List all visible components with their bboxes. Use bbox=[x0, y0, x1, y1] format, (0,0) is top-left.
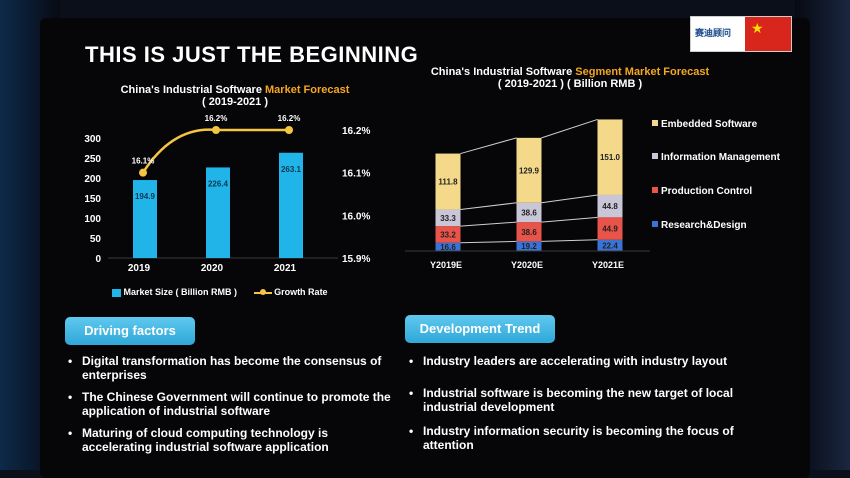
list-item: Industry leaders are accelerating with i… bbox=[405, 354, 785, 368]
slide-title: THIS IS JUST THE BEGINNING bbox=[85, 42, 419, 67]
list-item: Maturing of cloud computing technology i… bbox=[64, 426, 394, 454]
list-item: Digital transformation has become the co… bbox=[64, 354, 394, 382]
logo-text: 赛迪顾问 bbox=[695, 28, 732, 38]
flag-star-icon: ★ bbox=[751, 20, 764, 36]
right-chart-title: China's Industrial Software Segment Mark… bbox=[400, 66, 740, 90]
legend-bar-swatch bbox=[112, 288, 121, 297]
china-flag-icon: ★ bbox=[745, 17, 791, 51]
legend-line-label: Growth Rate bbox=[274, 287, 328, 297]
legend-line-swatch bbox=[253, 288, 272, 295]
development-trend-header: Development Trend bbox=[405, 315, 555, 343]
list-item: The Chinese Government will continue to … bbox=[64, 390, 394, 418]
driving-factors-header: Driving factors bbox=[65, 317, 195, 345]
right-chart-title-prefix: China's Industrial Software bbox=[430, 66, 576, 78]
logo: 赛迪顾问 ★ bbox=[690, 16, 792, 52]
left-chart-title-years: ( 2019-2021 ) bbox=[201, 96, 269, 108]
development-trend-list: Industry leaders are accelerating with i… bbox=[405, 354, 785, 460]
right-chart-title-highlight: Segment Market Forecast bbox=[575, 66, 710, 78]
left-chart-title-highlight: Market Forecast bbox=[265, 84, 350, 96]
legend-bar-label: Market Size ( Billion RMB ) bbox=[123, 287, 238, 297]
right-chart-title-years: ( 2019-2021 ) ( Billion RMB ) bbox=[497, 78, 643, 90]
driving-factors-list: Digital transformation has become the co… bbox=[64, 354, 394, 462]
list-item: Industrial software is becoming the new … bbox=[405, 386, 785, 414]
left-chart-title: China's Industrial Software Market Forec… bbox=[100, 84, 370, 108]
list-item: Industry information security is becomin… bbox=[405, 424, 785, 452]
left-chart-title-prefix: China's Industrial Software bbox=[120, 84, 266, 96]
left-chart-legend: Market Size ( Billion RMB ) Growth Rate bbox=[112, 287, 328, 297]
